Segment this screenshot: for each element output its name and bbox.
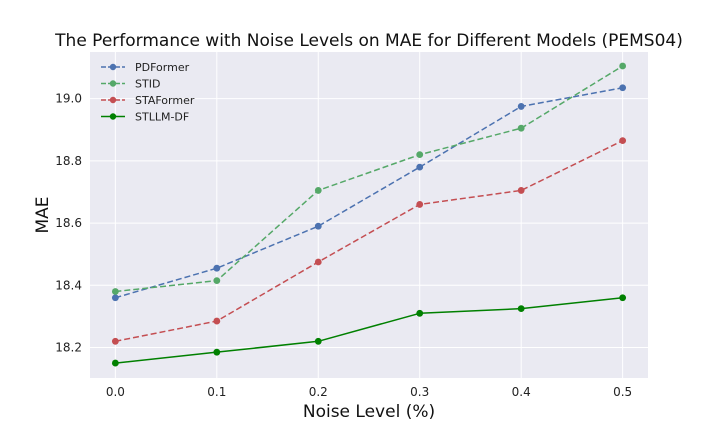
data-point-stllm-df <box>416 309 424 317</box>
data-point-stid <box>619 62 627 70</box>
series-pdformer <box>111 84 627 302</box>
series-line-staformer <box>115 139 623 343</box>
x-tick-label: 0.4 <box>512 385 531 399</box>
x-tick-label: 0.1 <box>207 385 226 399</box>
data-point-stid <box>416 151 424 159</box>
data-point-pdformer <box>619 84 627 92</box>
legend-marker-stid <box>109 80 117 87</box>
series-stid <box>111 62 627 295</box>
data-point-stid <box>213 277 221 285</box>
legend-label: STID <box>135 78 160 91</box>
data-point-pdformer <box>111 294 119 302</box>
chart-title: The Performance with Noise Levels on MAE… <box>54 31 683 51</box>
data-point-stid <box>314 187 322 194</box>
series-line-stllm-df <box>115 296 623 364</box>
data-point-pdformer <box>314 222 322 230</box>
x-tick-label: 0.0 <box>106 385 125 399</box>
series-layer <box>111 62 627 367</box>
y-tick-label: 18.6 <box>55 216 82 230</box>
x-tick-label: 0.2 <box>309 385 328 399</box>
data-point-pdformer <box>213 264 221 272</box>
legend-marker-stllm-df <box>109 113 117 120</box>
legend-label: STAFormer <box>135 94 195 107</box>
plot-background <box>90 52 648 378</box>
series-staformer <box>111 137 627 345</box>
x-tick-label: 0.3 <box>410 385 429 399</box>
legend-marker-pdformer <box>109 63 117 71</box>
y-tick-label: 18.4 <box>55 278 82 292</box>
y-tick-label: 18.8 <box>55 154 82 168</box>
data-point-stllm-df <box>619 294 627 302</box>
x-axis-title: Noise Level (%) <box>303 402 435 422</box>
data-point-stid <box>111 288 119 295</box>
series-line-stid <box>115 65 624 293</box>
data-point-staformer <box>416 201 424 208</box>
legend-item-pdformer: PDFormer <box>101 61 190 74</box>
data-point-stllm-df <box>517 305 525 313</box>
data-point-staformer <box>314 258 322 266</box>
legend-item-stllm-df: STLLM-DF <box>101 111 189 124</box>
legend-label: PDFormer <box>135 61 190 74</box>
data-point-pdformer <box>517 103 525 110</box>
series-line-pdformer <box>115 87 623 299</box>
legend-label: STLLM-DF <box>135 111 189 124</box>
legend: PDFormer STID STAFormer STLLM-DF <box>101 61 195 124</box>
y-axis-title: MAE <box>33 196 53 233</box>
y-tick-label: 19.0 <box>55 92 82 106</box>
data-point-stllm-df <box>111 359 119 367</box>
data-point-stllm-df <box>213 348 221 356</box>
grid-lines <box>90 52 648 378</box>
legend-item-staformer: STAFormer <box>101 94 195 107</box>
legend-marker-staformer <box>109 96 117 104</box>
x-tick-label: 0.5 <box>613 385 632 399</box>
y-tick-label: 18.2 <box>55 341 82 355</box>
y-axis-ticks: 18.2 18.4 18.6 18.8 19.0 <box>55 92 82 355</box>
legend-item-stid: STID <box>101 78 160 91</box>
data-point-staformer <box>619 137 627 145</box>
series-stllm-df <box>111 294 627 367</box>
data-point-staformer <box>517 187 525 194</box>
data-point-stid <box>517 124 525 132</box>
data-point-stllm-df <box>314 337 322 345</box>
data-point-pdformer <box>416 163 424 171</box>
data-point-staformer <box>213 317 221 325</box>
data-point-staformer <box>111 337 119 345</box>
x-axis-ticks: 0.0 0.1 0.2 0.3 0.4 0.5 <box>106 385 632 399</box>
